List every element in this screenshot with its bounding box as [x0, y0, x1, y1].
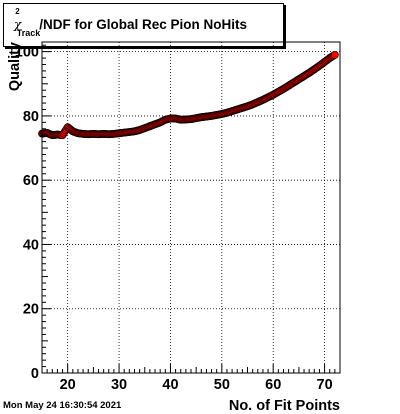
x-tick-label: 60 [265, 377, 281, 393]
y-tick-label: 60 [23, 173, 39, 189]
title-subscript: Track [16, 28, 41, 39]
title-superscript: 2 [15, 7, 20, 16]
y-tick-label: 80 [23, 109, 39, 125]
x-tick-label: 20 [60, 377, 76, 393]
y-tick-label: 100 [15, 45, 39, 61]
title-box: χ2 Track/NDF for Global Rec Pion NoHits [3, 3, 284, 47]
x-tick-label: 50 [214, 377, 230, 393]
y-axis-label: Quality [7, 42, 23, 91]
y-tick-label: 40 [23, 237, 39, 253]
timestamp: Mon May 24 16:30:54 2021 [3, 400, 122, 411]
x-tick-label: 70 [317, 377, 333, 393]
chart-title: χ2 Track/NDF for Global Rec Pion NoHits [14, 7, 248, 38]
data-points [38, 50, 339, 140]
title-rest: /NDF for Global Rec Pion NoHits [39, 16, 248, 32]
x-tick-label: 30 [111, 377, 127, 393]
tick-labels: 20 30 40 50 60 70 0 20 40 60 80 100 [15, 45, 333, 393]
y-tick-label: 0 [31, 366, 39, 382]
grid-lines [42, 42, 340, 373]
x-axis-label: No. of Fit Points [229, 398, 340, 414]
y-tick-label: 20 [23, 302, 39, 318]
axis-ticks [41, 44, 341, 374]
data-point [330, 50, 339, 59]
x-tick-label: 40 [162, 377, 178, 393]
plot-frame [41, 41, 341, 374]
title-chi-symbol: χ [14, 17, 22, 32]
